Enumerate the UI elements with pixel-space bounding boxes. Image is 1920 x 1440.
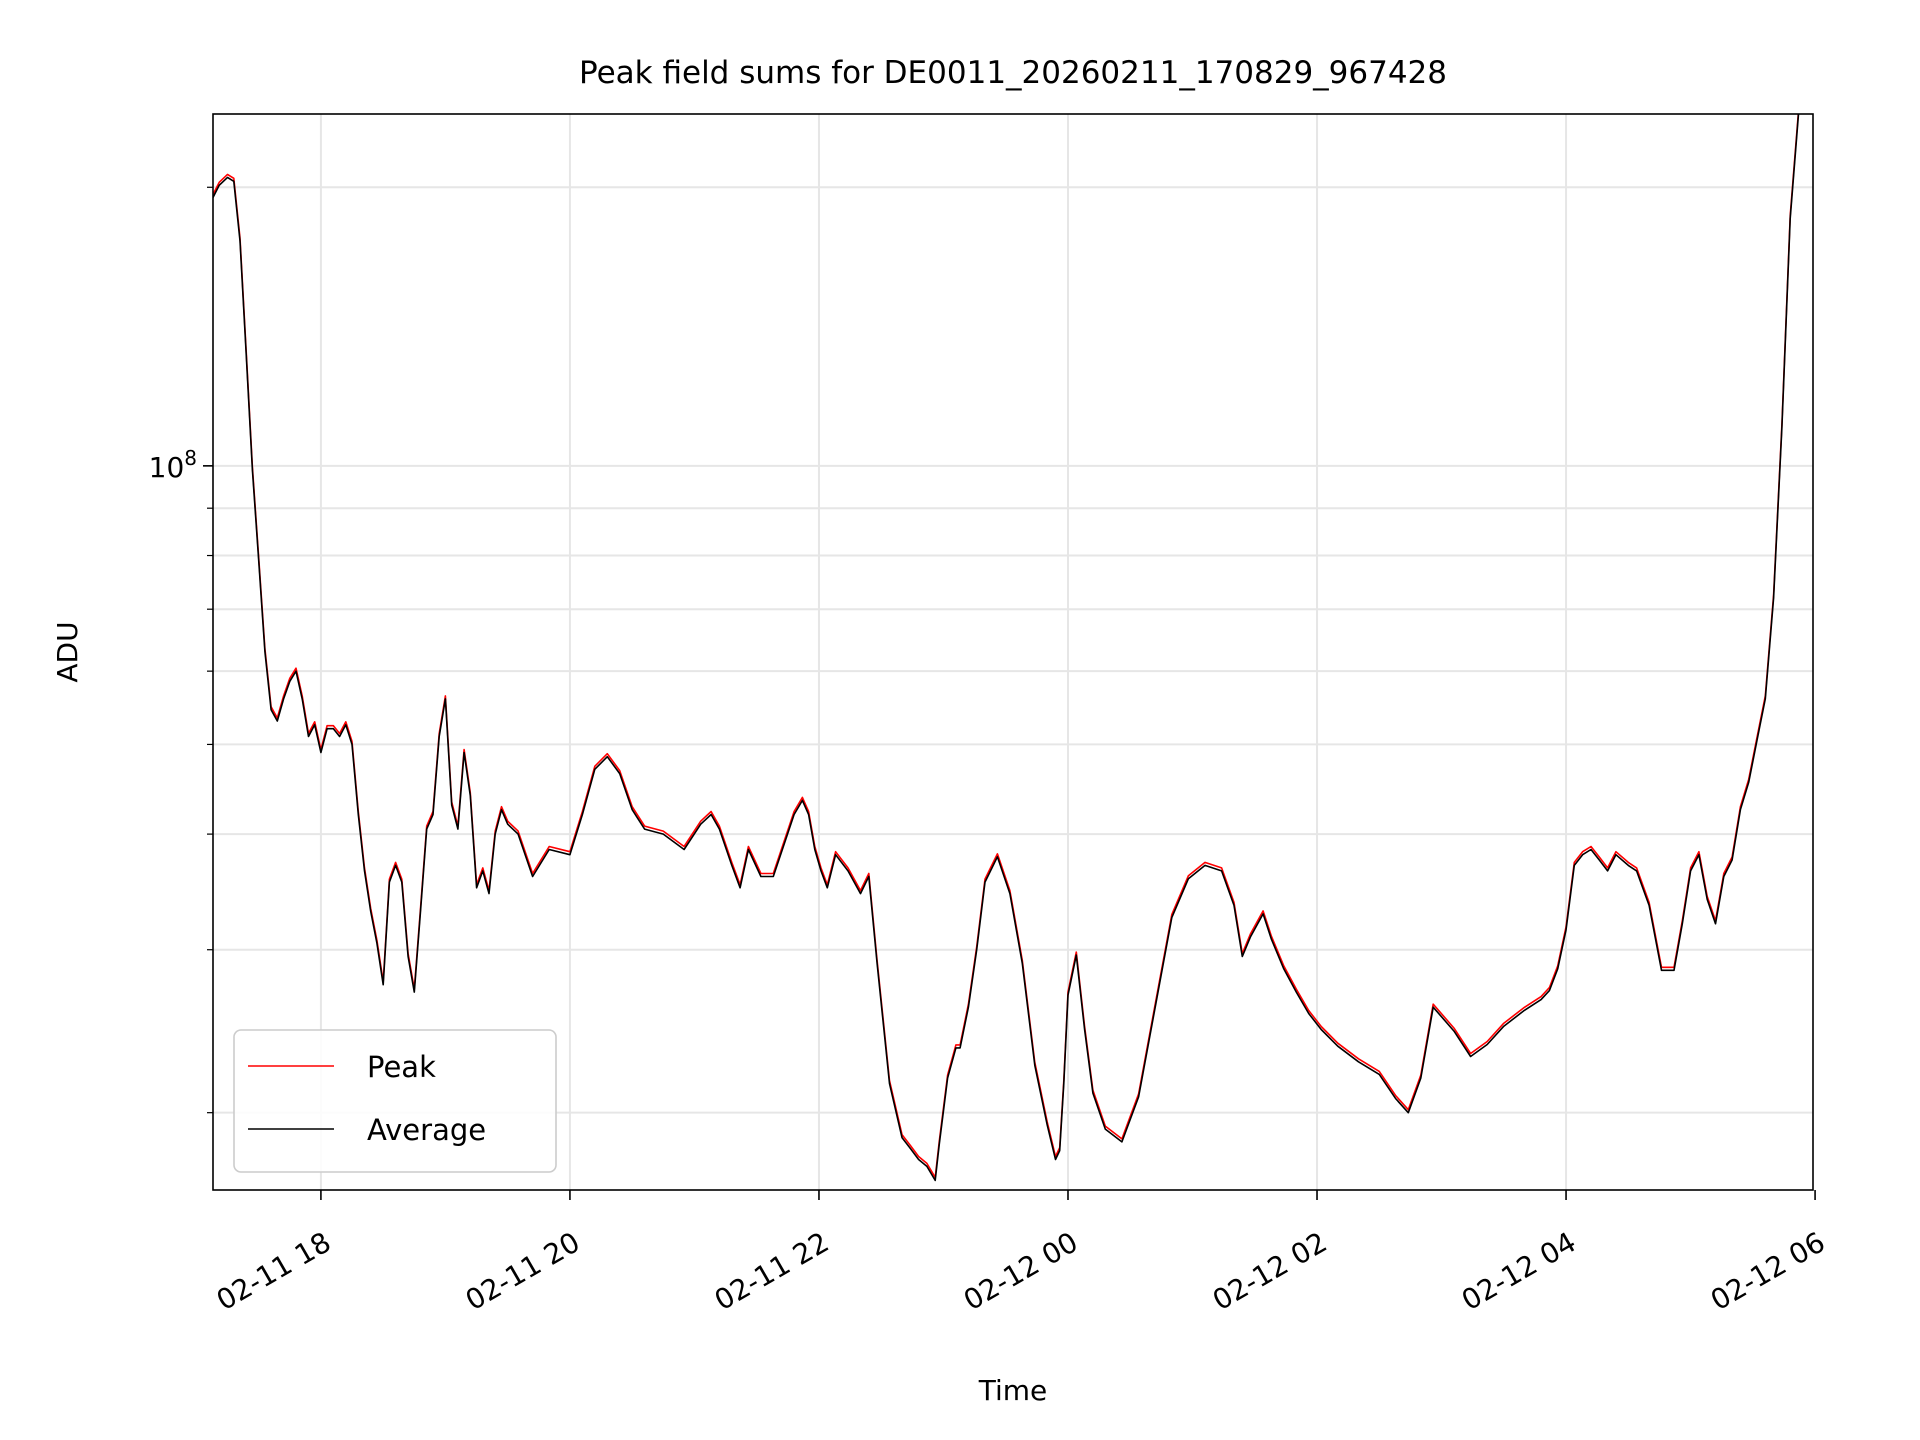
- x-axis-label: Time: [978, 1374, 1048, 1407]
- plot-frame: [212, 113, 1814, 1191]
- legend-label-average: Average: [367, 1113, 486, 1147]
- y-axis: 108: [149, 186, 213, 1114]
- grid: [213, 114, 1813, 1190]
- legend-label-peak: Peak: [367, 1050, 436, 1084]
- series-line-average: [213, 114, 1800, 1182]
- legend: Peak Average: [233, 1029, 557, 1173]
- chart-title: Peak field sums for DE0011_20260211_1708…: [579, 55, 1447, 91]
- y-axis-label: ADU: [51, 621, 84, 682]
- plot-area: [213, 114, 1800, 1182]
- y-tick-label: 108: [149, 446, 197, 484]
